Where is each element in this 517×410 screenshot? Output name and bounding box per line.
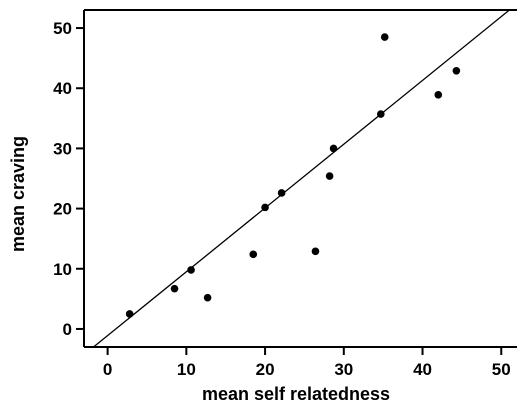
y-tick-label: 10 xyxy=(53,260,72,279)
points-layer xyxy=(125,33,461,318)
regression-line xyxy=(93,9,510,348)
data-point xyxy=(311,247,320,256)
data-point xyxy=(249,250,258,259)
y-axis: 0 10 20 30 40 50 xyxy=(53,19,84,339)
x-tick-label: 50 xyxy=(492,360,511,379)
x-axis-title: mean self relatedness xyxy=(202,384,390,404)
y-tick-label: 30 xyxy=(53,139,72,158)
data-point xyxy=(277,189,286,197)
data-point xyxy=(329,144,338,153)
y-tick-label: 50 xyxy=(53,19,72,38)
data-point xyxy=(380,33,389,41)
plot-frame xyxy=(83,9,517,348)
data-point xyxy=(377,110,385,118)
y-tick-label: 40 xyxy=(53,79,72,98)
data-point xyxy=(187,266,195,274)
x-tick-label: 20 xyxy=(256,360,275,379)
fit-line-layer xyxy=(93,9,510,348)
x-axis: 0 10 20 30 40 50 xyxy=(103,347,511,379)
y-axis-title: mean craving xyxy=(8,136,28,252)
x-tick-label: 0 xyxy=(103,360,112,379)
data-point xyxy=(125,310,134,318)
data-point xyxy=(434,91,443,99)
data-point xyxy=(170,284,179,293)
data-point xyxy=(452,66,461,75)
x-tick-label: 10 xyxy=(177,360,196,379)
data-point xyxy=(325,172,334,180)
x-tick-label: 30 xyxy=(334,360,353,379)
y-tick-label: 0 xyxy=(63,320,72,339)
data-point xyxy=(203,293,212,302)
y-tick-label: 20 xyxy=(53,200,72,219)
x-tick-label: 40 xyxy=(413,360,432,379)
data-point xyxy=(261,203,269,212)
